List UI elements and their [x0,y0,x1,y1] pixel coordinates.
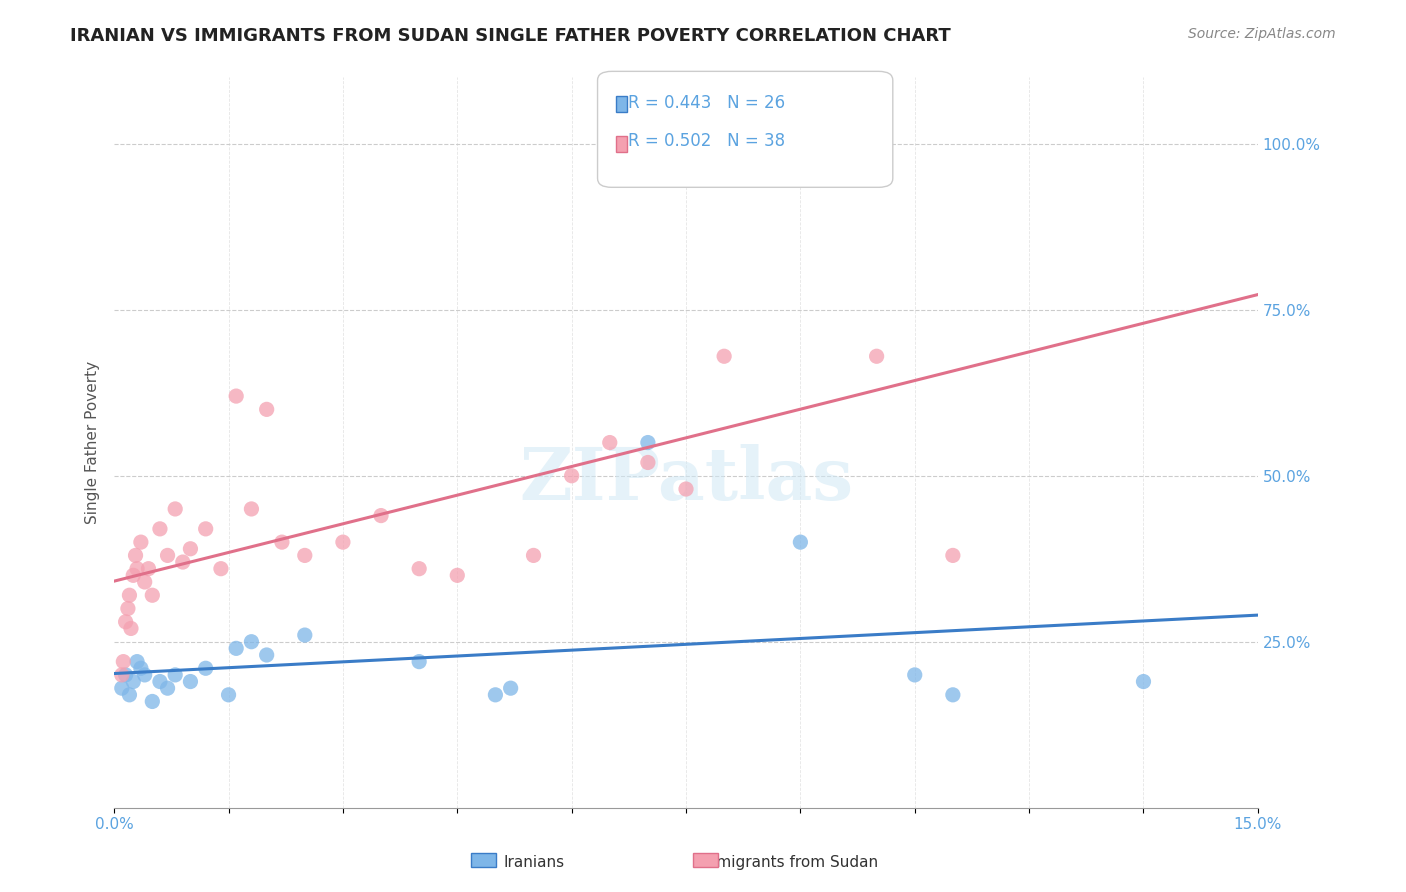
Point [370,508,392,523]
Point [134,574,156,589]
Point [118,688,141,702]
Text: Immigrants from Sudan: Immigrants from Sudan [697,855,877,870]
Point [165,668,187,682]
Point [294,549,316,563]
Point [789,169,811,184]
Point [129,535,152,549]
Point [637,455,659,469]
Point [172,555,194,569]
Text: ZIPatlas: ZIPatlas [519,443,853,515]
Point [499,681,522,696]
Point [156,549,179,563]
Point [408,655,430,669]
Point [561,468,583,483]
Text: Iranians: Iranians [503,855,565,870]
Point [256,648,278,662]
Point [114,615,136,629]
Point [637,435,659,450]
Point [209,562,232,576]
Point [122,674,145,689]
Point [156,681,179,696]
Point [112,655,135,669]
Point [942,549,965,563]
Point [149,522,172,536]
Text: R = 0.443   N = 26: R = 0.443 N = 26 [628,94,786,112]
Point [194,522,217,536]
Point [141,588,163,602]
Point [942,688,965,702]
Point [111,668,134,682]
Point [134,668,156,682]
Point [125,655,148,669]
Point [713,349,735,363]
Point [240,502,263,516]
Point [865,349,887,363]
Point [484,688,506,702]
Point [111,681,134,696]
Point [332,535,354,549]
Point [1132,674,1154,689]
Point [294,628,316,642]
Point [194,661,217,675]
Point [179,541,201,556]
Point [599,435,621,450]
Point [218,688,240,702]
Y-axis label: Single Father Poverty: Single Father Poverty [86,361,100,524]
Point [225,389,247,403]
Point [446,568,468,582]
Point [904,668,927,682]
Point [114,668,136,682]
Point [117,601,139,615]
Point [118,588,141,602]
Point [125,562,148,576]
Point [522,549,544,563]
Point [256,402,278,417]
Point [225,641,247,656]
Point [120,622,142,636]
Point [149,674,172,689]
Text: Source: ZipAtlas.com: Source: ZipAtlas.com [1188,27,1336,41]
Point [138,562,160,576]
Point [240,634,263,648]
Point [179,674,201,689]
Point [675,482,697,496]
Point [271,535,294,549]
Point [408,562,430,576]
Point [124,549,146,563]
Text: R = 0.502   N = 38: R = 0.502 N = 38 [628,132,786,150]
Point [122,568,145,582]
Point [789,535,811,549]
Point [129,661,152,675]
Point [165,502,187,516]
Text: IRANIAN VS IMMIGRANTS FROM SUDAN SINGLE FATHER POVERTY CORRELATION CHART: IRANIAN VS IMMIGRANTS FROM SUDAN SINGLE … [70,27,950,45]
Point [141,694,163,708]
